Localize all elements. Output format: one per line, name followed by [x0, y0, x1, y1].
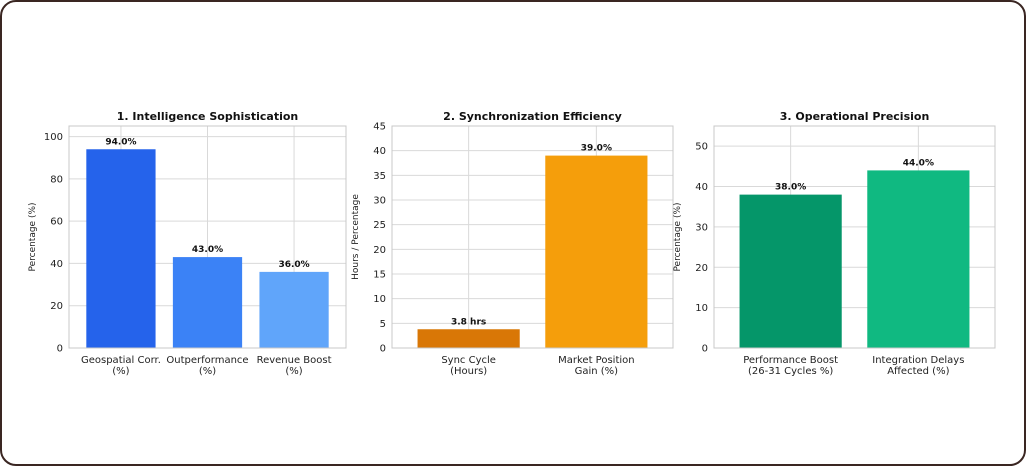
- plot-area: [713, 125, 996, 349]
- x-tick-label: Outperformance (%): [166, 355, 248, 377]
- y-tick-label: 80: [50, 174, 63, 185]
- data-label: 36.0%: [278, 260, 309, 270]
- bar-1: [739, 194, 842, 348]
- y-tick-label: 0: [57, 344, 63, 355]
- chart-title: 1. Intelligence Sophistication: [117, 110, 298, 123]
- x-tick-label: Sync Cycle (Hours): [441, 355, 496, 377]
- y-axis-label: Hours / Percentage: [351, 194, 361, 280]
- data-label: 43.0%: [192, 245, 223, 255]
- y-tick-label: 10: [373, 294, 386, 305]
- y-tick-label: 40: [50, 259, 63, 270]
- y-tick-label: 5: [380, 319, 386, 330]
- x-tick-label: Integration Delays Affected (%): [872, 355, 964, 377]
- chart-2: 3.8 hrs 39.0% 0 5 10 15 20 25 30 35 40 45 Sync Cycle…: [351, 110, 674, 377]
- x-tick-label: Geospatial Corr. (%): [81, 355, 161, 377]
- y-tick-label: 15: [373, 270, 386, 281]
- data-label: 44.0%: [903, 158, 934, 168]
- y-tick-label: 35: [373, 171, 386, 182]
- x-tick-label: Performance Boost (26-31 Cycles %): [743, 355, 838, 377]
- data-label: 39.0%: [581, 144, 612, 154]
- y-tick-label: 20: [695, 263, 708, 274]
- y-tick-label: 10: [695, 303, 708, 314]
- y-tick-label: 20: [50, 301, 63, 312]
- y-tick-label: 100: [44, 132, 63, 143]
- y-axis-label: Percentage (%): [673, 202, 683, 271]
- y-tick-label: 60: [50, 217, 63, 228]
- y-tick-label: 30: [373, 196, 386, 207]
- chart-3: 38.0% 44.0% 0 10 20 30 40 50 Performance Boost (2…: [673, 110, 996, 377]
- plot-area: [68, 125, 347, 349]
- y-tick-label: 0: [380, 344, 386, 355]
- y-tick-label: 0: [702, 344, 708, 355]
- bar-2: [172, 257, 243, 348]
- y-tick-label: 40: [695, 182, 708, 193]
- y-tick-label: 30: [695, 222, 708, 233]
- y-tick-label: 25: [373, 220, 386, 231]
- chart-title: 2. Synchronization Efficiency: [443, 110, 622, 123]
- bar-1: [417, 329, 520, 348]
- chart-title: 3. Operational Precision: [780, 110, 930, 123]
- bar-3: [259, 271, 329, 348]
- x-tick-label: Market Position Gain (%): [558, 355, 635, 377]
- y-axis-label: Percentage (%): [28, 202, 38, 271]
- bar-1: [86, 149, 156, 348]
- data-label: 38.0%: [775, 183, 806, 193]
- chart-1: 94.0% 43.0% 36.0% 0 20 40 60 80 100 Geospatial Co…: [28, 110, 347, 377]
- data-label: 94.0%: [105, 137, 136, 147]
- bar-2: [867, 170, 970, 348]
- y-tick-label: 50: [695, 142, 708, 153]
- y-tick-label: 40: [373, 146, 386, 157]
- x-tick-label: Revenue Boost (%): [257, 355, 332, 377]
- data-label: 3.8 hrs: [451, 317, 486, 327]
- bar-2: [545, 155, 648, 348]
- plot-area: [391, 125, 674, 349]
- y-tick-label: 45: [373, 122, 386, 133]
- y-tick-label: 20: [373, 245, 386, 256]
